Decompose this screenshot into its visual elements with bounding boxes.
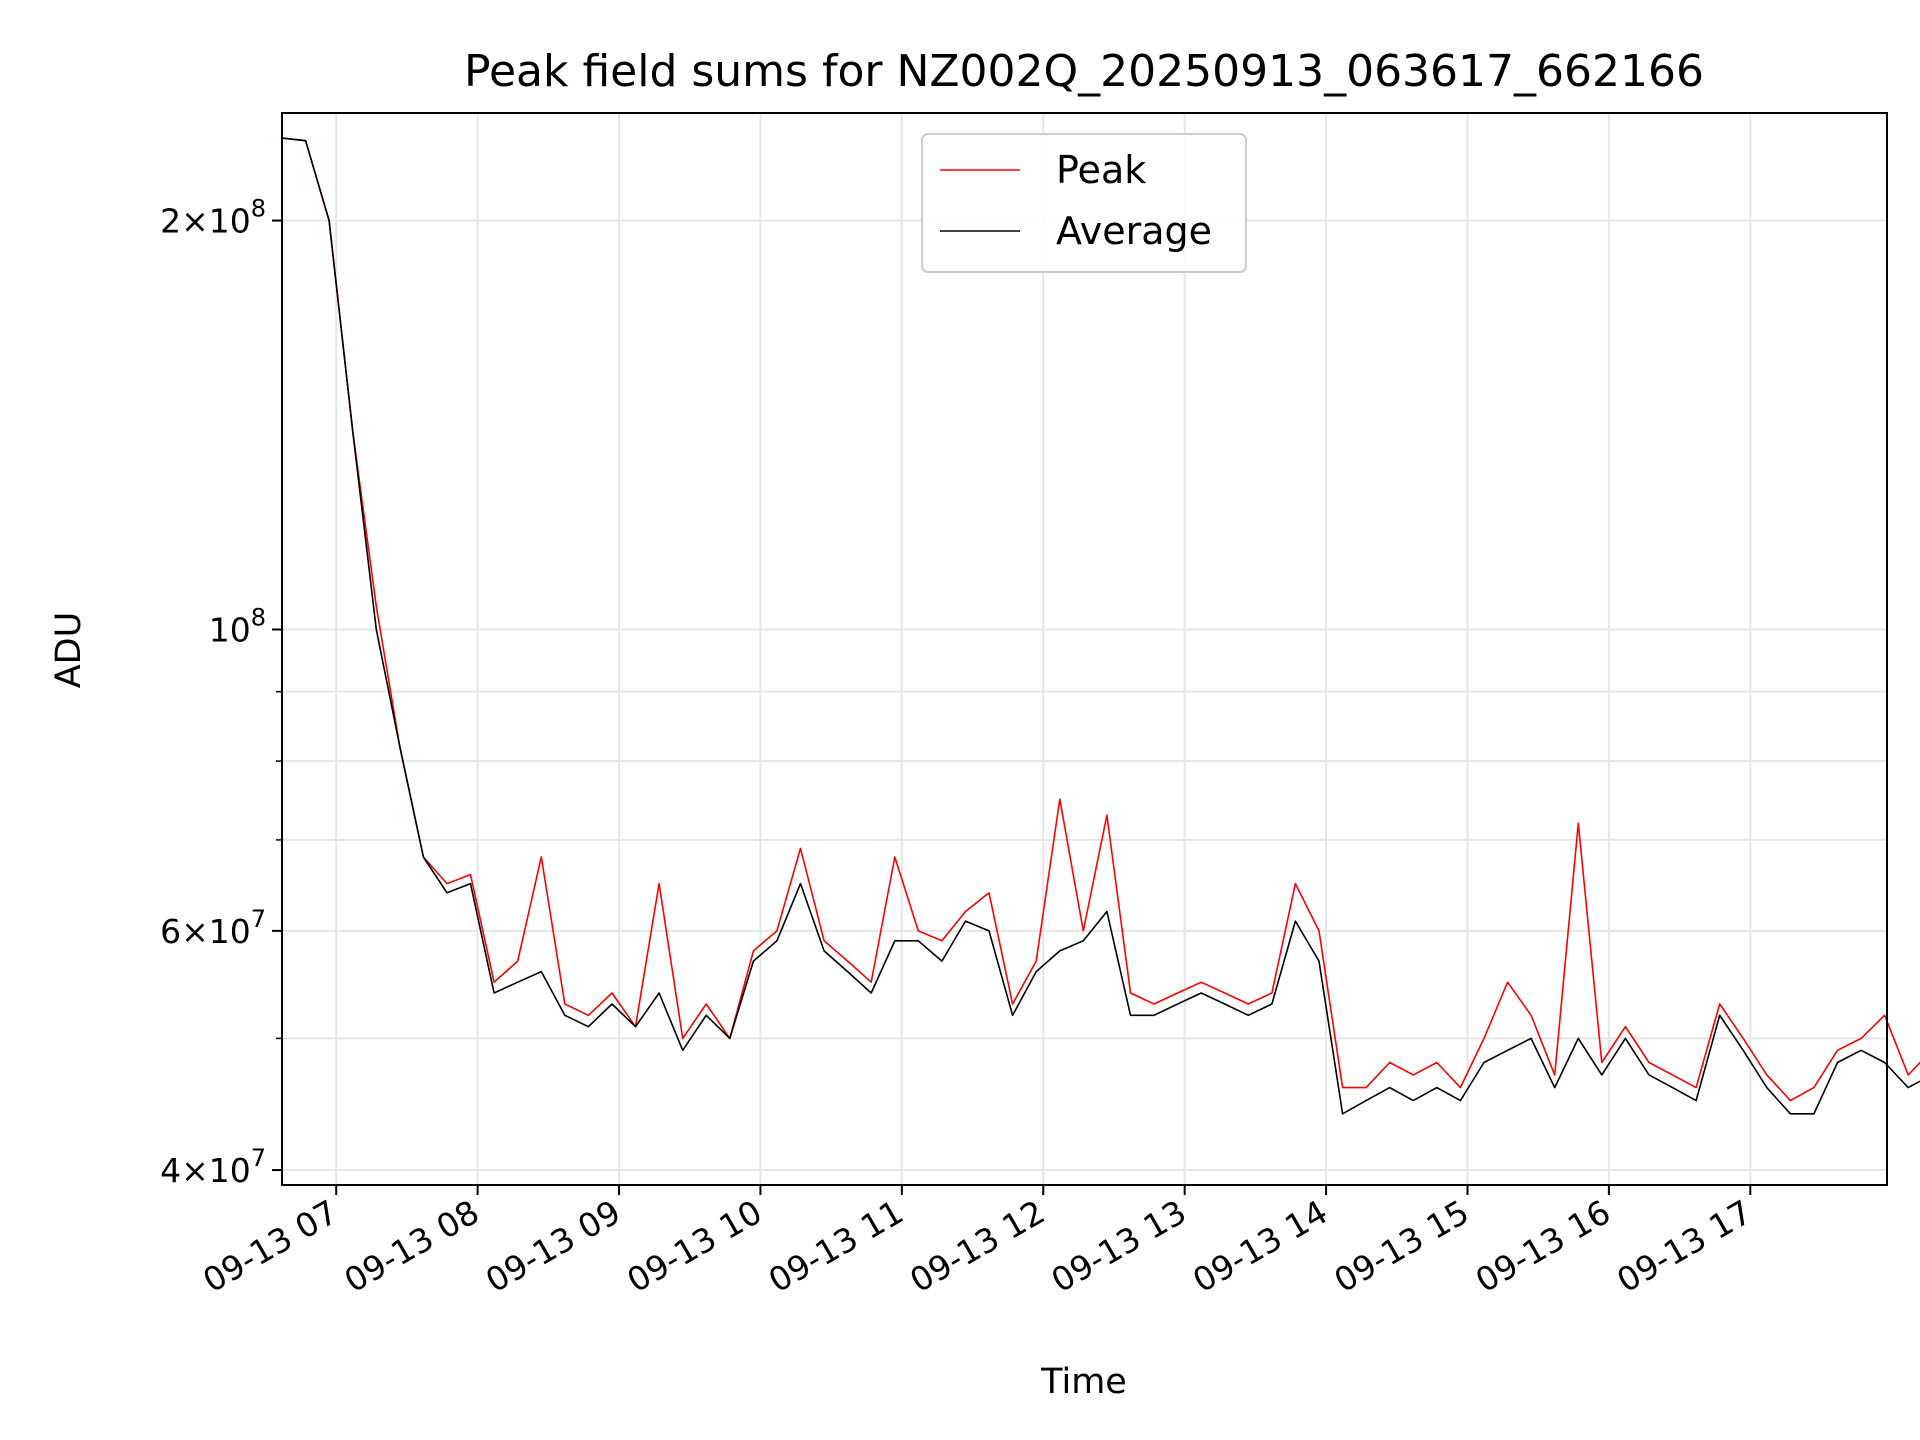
grid [282, 113, 1887, 1185]
legend-box [921, 133, 1247, 273]
series-line-average [281, 137, 1920, 1115]
x-axis-label: Time [1040, 1362, 1127, 1402]
y-tick-label: 108 [209, 603, 266, 649]
y-axis-label: ADU [49, 612, 89, 689]
legend: Peak Average [921, 133, 1247, 273]
series-line-peak [281, 137, 1920, 1102]
plot-frame [281, 112, 1888, 1186]
series-layer [281, 137, 1920, 1115]
y-tick-label: 6×107 [160, 905, 266, 951]
legend-label-average: Average [1056, 209, 1212, 253]
legend-label-peak: Peak [1056, 148, 1146, 192]
y-tick-label: 2×108 [160, 195, 266, 241]
y-tick-label: 4×107 [160, 1144, 266, 1190]
chart-title: Peak field sums for NZ002Q_20250913_0636… [464, 46, 1704, 97]
